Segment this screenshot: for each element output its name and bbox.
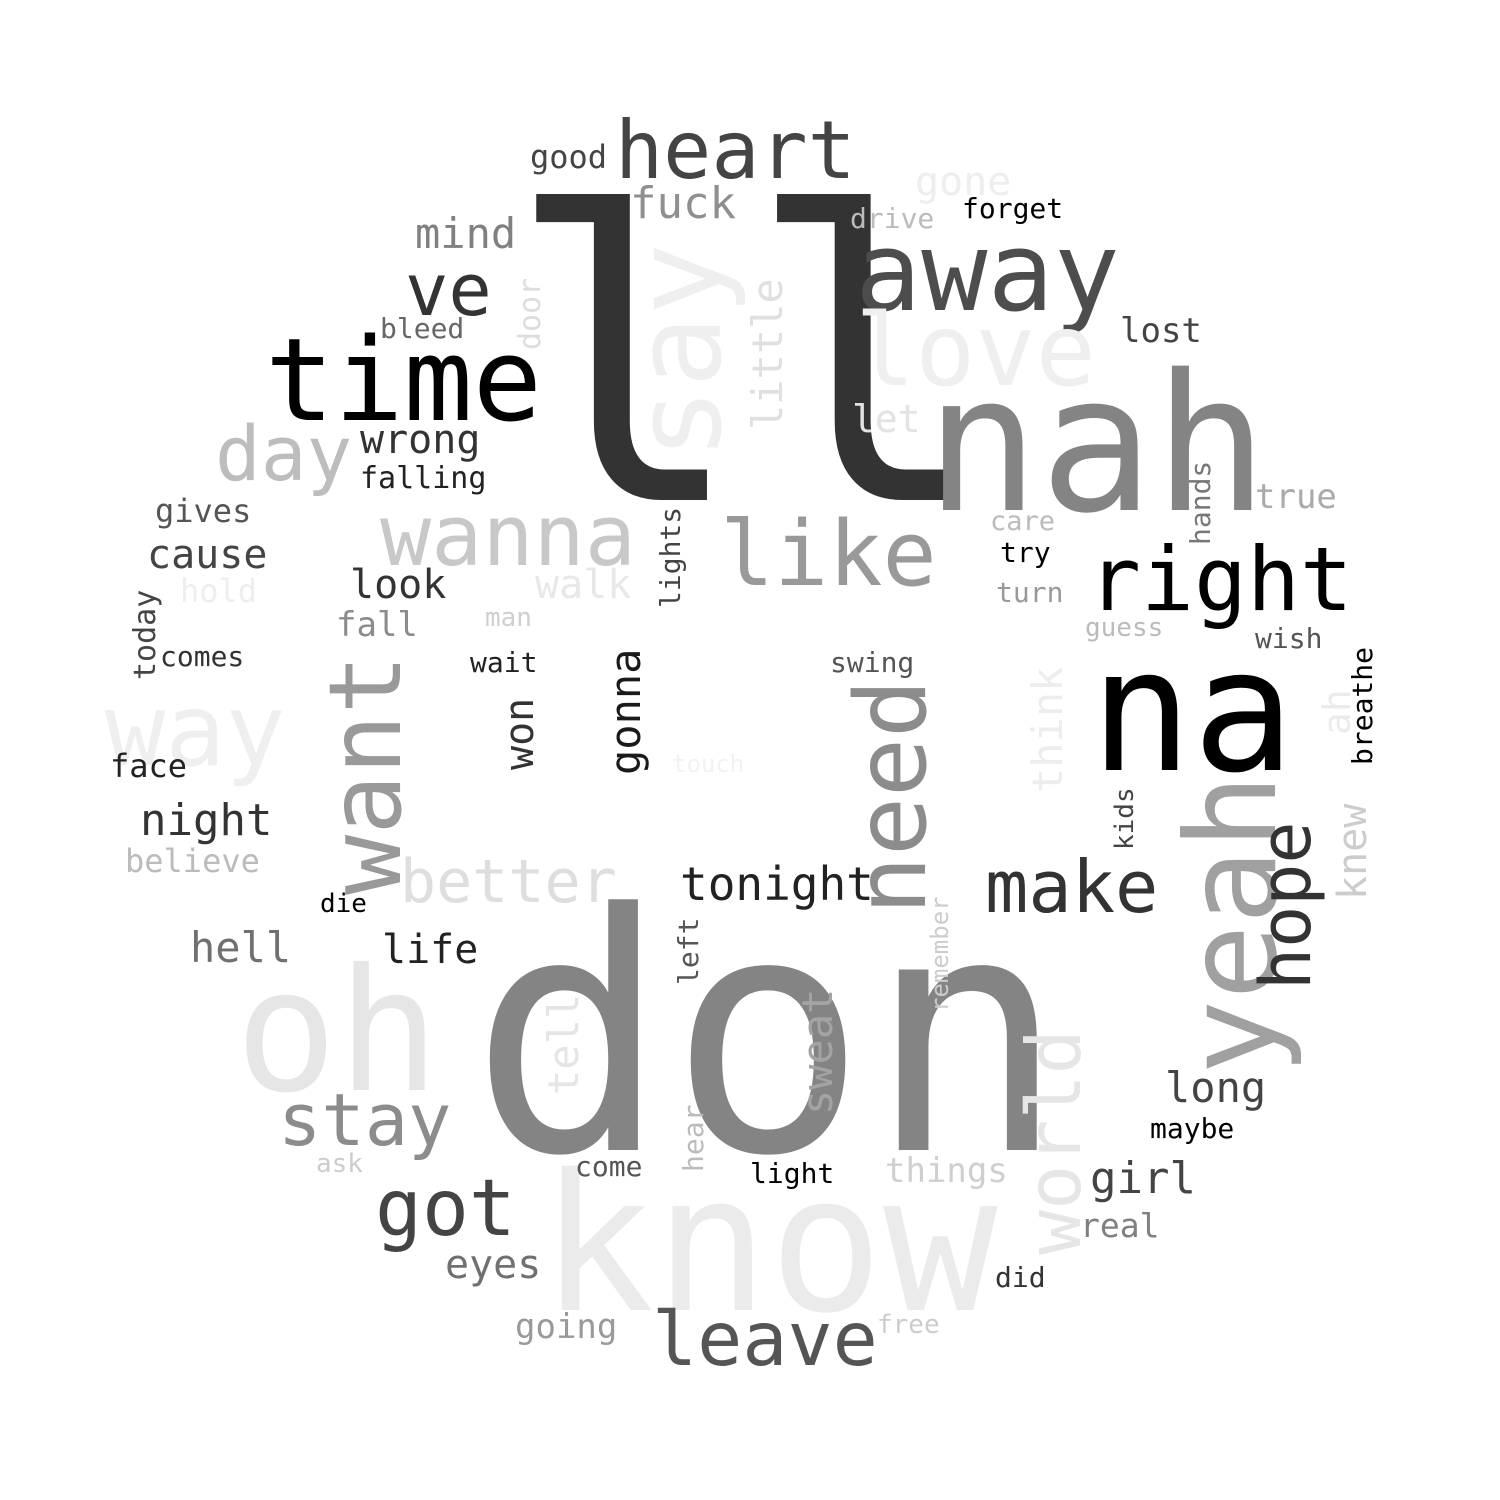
- word-long: long: [1165, 1063, 1266, 1112]
- word-forget: forget: [962, 192, 1063, 225]
- word-cause: cause: [147, 532, 267, 578]
- word-oh: oh: [235, 933, 440, 1131]
- word-ve: ve: [405, 248, 492, 332]
- word-today: today: [128, 590, 163, 680]
- word-time: time: [265, 314, 542, 448]
- word-stay: stay: [278, 1078, 451, 1162]
- word-breathe: breathe: [1346, 647, 1379, 765]
- word-kids: kids: [1110, 787, 1140, 850]
- word-make: make: [985, 845, 1158, 929]
- word-maybe: maybe: [1150, 1112, 1234, 1145]
- word-hell: hell: [190, 923, 291, 972]
- word-comes: comes: [160, 640, 244, 673]
- word-way: way: [105, 672, 286, 789]
- word-lights: lights: [654, 507, 687, 608]
- word-try: try: [1000, 536, 1051, 569]
- word-na: na: [1090, 613, 1295, 811]
- word-falling: falling: [360, 461, 486, 496]
- word-right: right: [1088, 528, 1353, 631]
- word-gives: gives: [155, 492, 251, 530]
- word-tonight: tonight: [680, 857, 874, 911]
- word-love: love: [855, 292, 1096, 409]
- word-guess: guess: [1085, 613, 1163, 643]
- word-life: life: [382, 927, 478, 973]
- word-need: need: [835, 679, 949, 915]
- word-nah: nah: [925, 334, 1268, 555]
- word-good: good: [530, 138, 607, 176]
- word-little: little: [743, 278, 792, 430]
- word-hold: hold: [180, 572, 257, 610]
- word-ask: ask: [316, 1149, 363, 1179]
- word-yeah: yeah: [1160, 774, 1305, 1075]
- word-lost: lost: [1120, 311, 1202, 351]
- word-free: free: [877, 1310, 940, 1340]
- word-let: let: [852, 397, 921, 441]
- word-true: true: [1255, 477, 1337, 517]
- word-door: door: [513, 278, 548, 350]
- word-things: things: [885, 1151, 1008, 1191]
- word-leave: leave: [652, 1295, 878, 1383]
- word-look: look: [350, 562, 446, 608]
- word-world: world: [1010, 1029, 1098, 1255]
- word-know: know: [540, 1134, 998, 1355]
- word-face: face: [110, 747, 187, 785]
- word-like: like: [720, 502, 937, 607]
- word-ah: ah: [1315, 689, 1359, 735]
- word-say: say: [610, 243, 749, 460]
- word-away: away: [855, 208, 1120, 336]
- word-gone: gone: [915, 159, 1011, 205]
- word-hope: hope: [1245, 821, 1327, 990]
- word-wait: wait: [470, 646, 537, 679]
- word-swing: swing: [830, 646, 914, 679]
- word-fuck: fuck: [630, 178, 736, 229]
- word-touch: touch: [672, 750, 744, 778]
- word-knew: knew: [1330, 803, 1376, 900]
- word-don: don: [470, 844, 1066, 1228]
- word-sweat: sweat: [793, 989, 842, 1115]
- word-wrong: wrong: [360, 417, 480, 463]
- word-light: light: [750, 1157, 834, 1190]
- word-bleed: bleed: [380, 312, 464, 345]
- word-wanna: wanna: [380, 487, 636, 586]
- word-real: real: [1080, 1206, 1159, 1245]
- word-wish: wish: [1255, 622, 1322, 655]
- word-want: want: [307, 654, 424, 895]
- word-think: think: [1023, 667, 1072, 793]
- word-mind: mind: [415, 209, 516, 258]
- word-did: did: [995, 1261, 1046, 1294]
- word-man: man: [485, 603, 532, 633]
- word-heart: heart: [615, 104, 856, 197]
- word-hear: hear: [677, 1105, 710, 1172]
- word-come: come: [575, 1150, 642, 1183]
- word-care: care: [990, 506, 1055, 537]
- word-eyes: eyes: [445, 1242, 541, 1288]
- word-tell: tell: [539, 994, 588, 1095]
- word-left: left: [672, 918, 705, 985]
- word-fall: fall: [336, 605, 418, 645]
- word-girl: girl: [1090, 1153, 1196, 1204]
- word-turn: turn: [996, 576, 1063, 609]
- word-gonna: gonna: [601, 649, 650, 775]
- word-night: night: [140, 795, 272, 846]
- word-hands: hands: [1184, 461, 1217, 545]
- word-believe: believe: [125, 842, 260, 880]
- word-going: going: [515, 1307, 617, 1347]
- word-day: day: [215, 409, 352, 498]
- word-die: die: [320, 889, 367, 919]
- word-drive: drive: [850, 202, 934, 235]
- word-got: got: [375, 1164, 516, 1254]
- word-won: won: [497, 698, 543, 770]
- word-better: better: [400, 847, 617, 917]
- word-ll: ll: [505, 130, 987, 595]
- word-remember: remember: [926, 896, 954, 1012]
- word-walk: walk: [535, 562, 631, 608]
